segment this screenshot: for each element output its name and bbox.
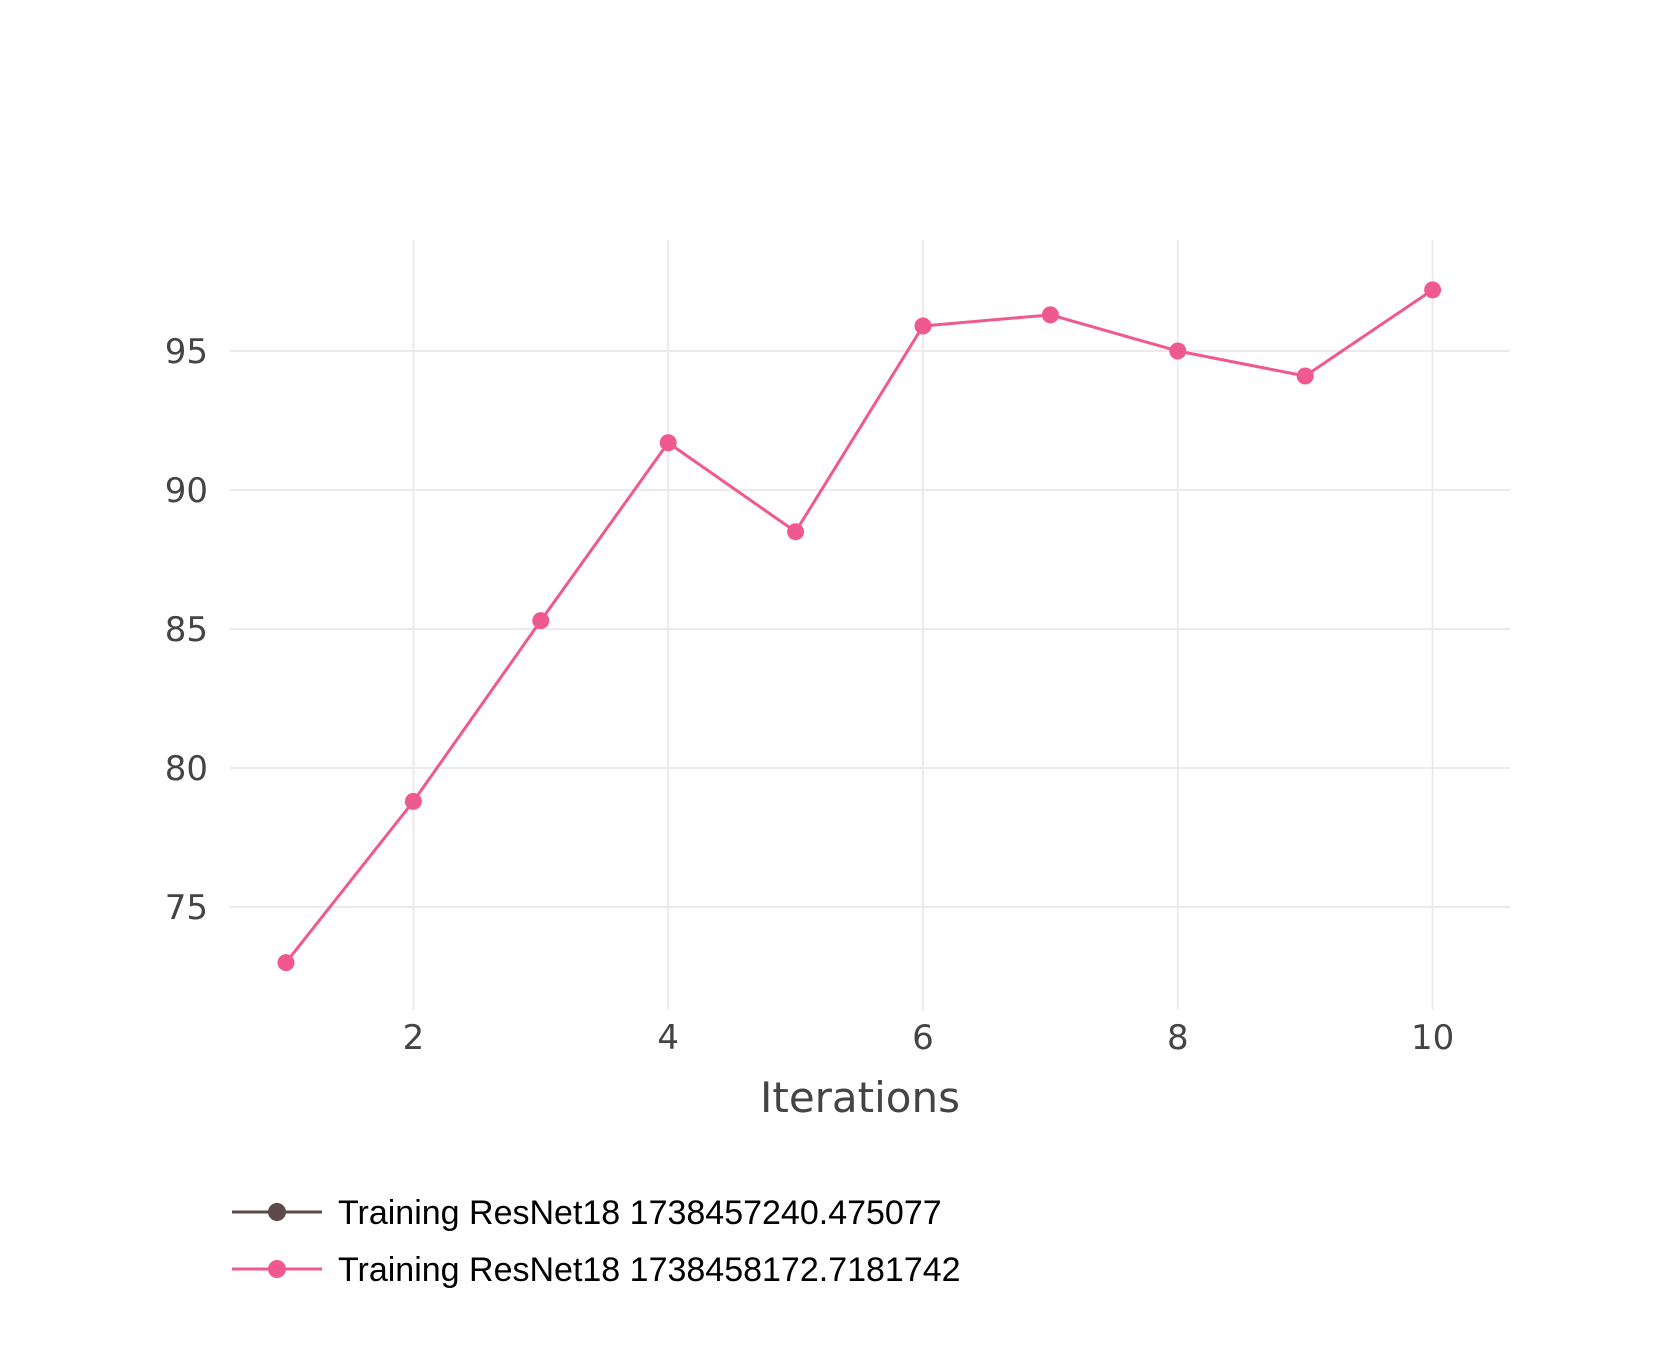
data-point[interactable] [914, 317, 932, 335]
x-tick-label: 2 [403, 1018, 425, 1058]
series-layer [277, 281, 1442, 972]
x-tick-label: 4 [657, 1018, 679, 1058]
legend-marker [268, 1203, 286, 1221]
x-axis-ticks: 2 4 6 8 10 [403, 1018, 1455, 1058]
data-point[interactable] [1424, 281, 1442, 299]
x-tick-label: 8 [1167, 1018, 1189, 1058]
data-point[interactable] [787, 523, 805, 541]
legend: Training ResNet18 1738457240.475077 Train… [232, 1194, 961, 1289]
y-tick-label: 80 [165, 749, 208, 789]
data-point[interactable] [277, 954, 295, 972]
x-axis-title: Iterations [760, 1073, 960, 1122]
grid [230, 240, 1510, 1010]
series-line [284, 288, 1434, 964]
data-point[interactable] [532, 612, 550, 630]
y-tick-label: 75 [165, 888, 208, 928]
y-axis-ticks: 75 80 85 90 95 [165, 332, 208, 928]
data-point[interactable] [404, 792, 422, 810]
data-point[interactable] [659, 434, 677, 452]
x-tick-label: 10 [1411, 1018, 1454, 1058]
legend-item-2[interactable]: Training ResNet18 1738458172.7181742 [232, 1251, 961, 1289]
y-tick-label: 90 [165, 471, 208, 511]
legend-label: Training ResNet18 1738457240.475077 [338, 1194, 942, 1232]
y-tick-label: 85 [165, 610, 208, 650]
data-point[interactable] [1169, 342, 1187, 360]
series-2 [277, 281, 1442, 972]
data-point[interactable] [1041, 306, 1059, 324]
x-tick-label: 6 [912, 1018, 934, 1058]
y-tick-label: 95 [165, 332, 208, 372]
legend-marker [268, 1260, 286, 1278]
data-point[interactable] [1296, 367, 1314, 385]
legend-item-1[interactable]: Training ResNet18 1738457240.475077 [232, 1194, 942, 1232]
legend-label: Training ResNet18 1738458172.7181742 [338, 1251, 961, 1289]
